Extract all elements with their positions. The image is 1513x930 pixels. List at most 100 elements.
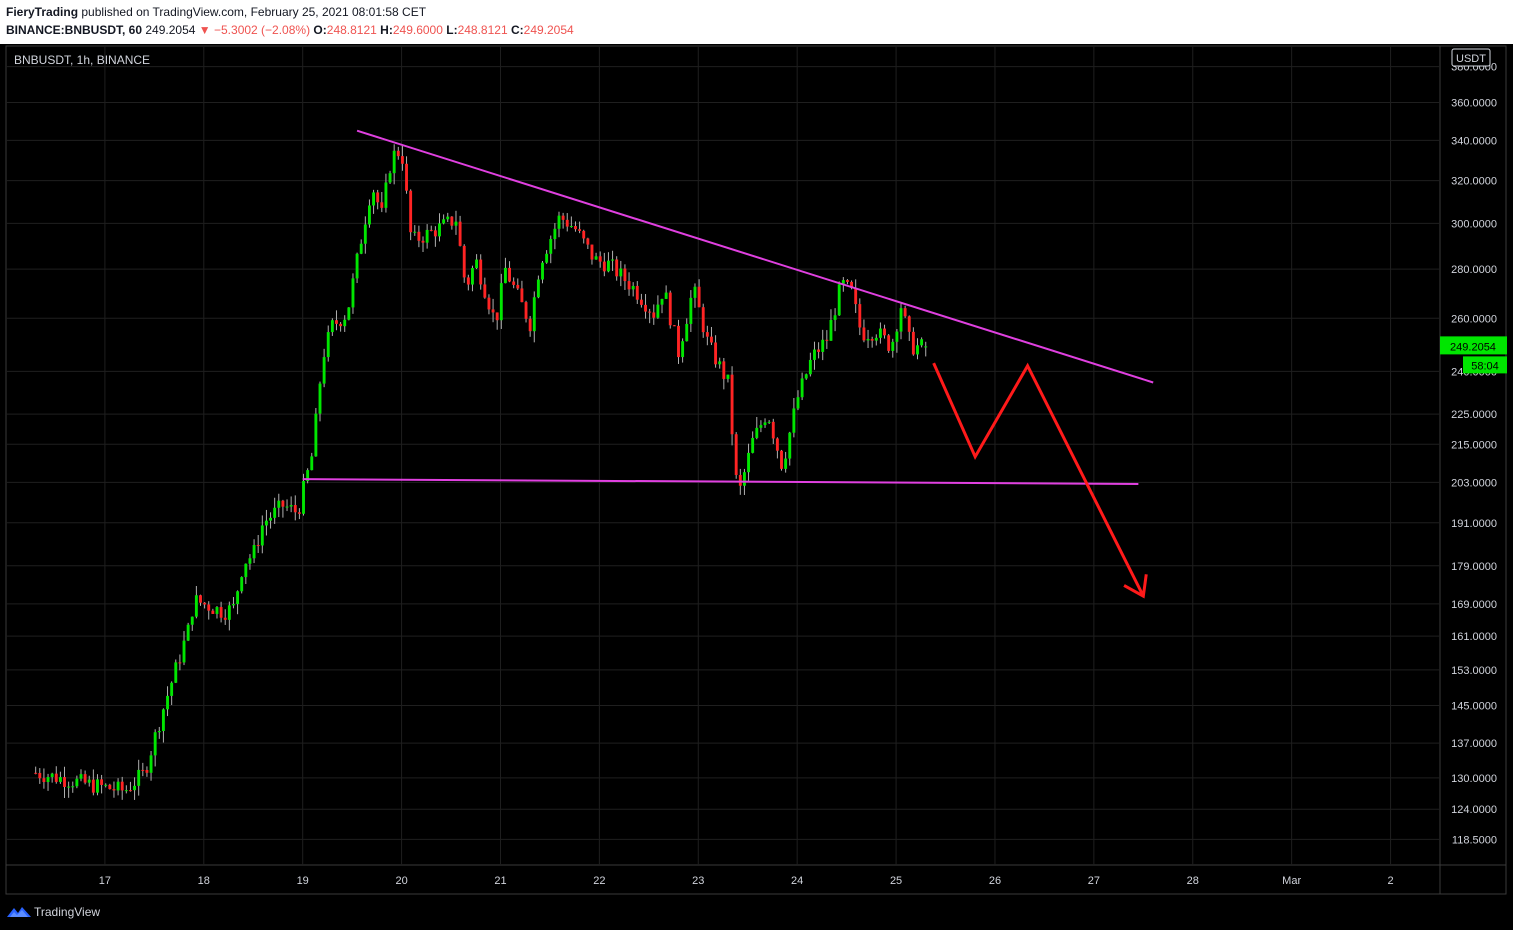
arrow-head-icon xyxy=(1123,574,1148,599)
candle-up xyxy=(726,374,730,379)
author-name[interactable]: FieryTrading xyxy=(6,5,79,19)
chart-frame xyxy=(5,45,1507,895)
candle-up xyxy=(813,349,816,360)
candle-up xyxy=(232,604,235,606)
candle-down xyxy=(705,332,709,337)
candle-down xyxy=(644,304,647,312)
candle-up xyxy=(878,328,882,338)
countdown-badge-text: 58:04 xyxy=(1471,360,1499,372)
candle-up xyxy=(693,286,697,298)
time-tick-label: 21 xyxy=(494,875,506,887)
candle-down xyxy=(38,772,42,779)
candle-up xyxy=(87,779,91,783)
candle-up xyxy=(545,253,549,263)
candle-up xyxy=(438,223,441,237)
tradingview-brand[interactable]: TradingView xyxy=(34,905,101,919)
time-tick-label: 19 xyxy=(297,875,309,887)
tradingview-logo-icon[interactable] xyxy=(6,904,32,920)
candle-up xyxy=(788,432,792,459)
candle-up xyxy=(384,182,388,208)
candle-down xyxy=(738,474,742,486)
currency-badge[interactable] xyxy=(1451,48,1491,67)
candle-up xyxy=(829,319,833,341)
candle-down xyxy=(256,545,260,547)
candle-up xyxy=(124,790,128,792)
candle-down xyxy=(887,335,891,351)
candle-down xyxy=(598,256,602,262)
time-axis[interactable]: 17 18 19 20 21 22 23 24 25 26 27 28 Mar 2 xyxy=(99,875,1394,887)
candle-down xyxy=(297,512,301,514)
candle-up xyxy=(96,779,99,793)
time-tick-label: 17 xyxy=(99,875,111,887)
candle-down xyxy=(421,240,425,243)
candle-down xyxy=(508,267,511,282)
currency-label: USDT xyxy=(1456,53,1486,65)
candle-down xyxy=(780,450,783,469)
candle-down xyxy=(854,288,858,305)
price-tick-label: 300.0000 xyxy=(1451,218,1497,230)
candle-up xyxy=(343,319,347,327)
candle-up xyxy=(194,595,198,617)
candle-up xyxy=(751,437,755,453)
price-chart[interactable]: 380.0000360.0000340.0000320.0000300.0000… xyxy=(0,44,1513,897)
candle-down xyxy=(903,308,907,317)
candle-down xyxy=(574,226,577,230)
publication-header: FieryTrading published on TradingView.co… xyxy=(0,0,1513,44)
candle-up xyxy=(186,624,190,641)
price-badges: 249.2054 58:04 xyxy=(1440,336,1507,374)
candle-up xyxy=(607,260,610,272)
candle-down xyxy=(376,192,380,203)
candle-down xyxy=(775,438,779,451)
candle-up xyxy=(269,517,272,521)
candle-down xyxy=(479,259,483,285)
time-tick-label: 18 xyxy=(198,875,210,887)
price-tick-label: 145.0000 xyxy=(1451,700,1497,712)
candle-down xyxy=(850,281,854,289)
candle-down xyxy=(615,259,619,277)
candle-up xyxy=(137,769,141,786)
candle-up xyxy=(392,150,396,174)
candle-down xyxy=(83,774,87,783)
candle-down xyxy=(858,304,862,328)
candle-up xyxy=(681,341,685,358)
candle-up xyxy=(475,259,479,269)
candle-up xyxy=(763,422,767,426)
candle-down xyxy=(129,790,132,792)
candle-down xyxy=(458,221,462,246)
candle-down xyxy=(145,770,149,773)
candle-up xyxy=(689,297,693,324)
candle-up xyxy=(767,421,771,423)
candle-up xyxy=(104,784,108,786)
candle-down xyxy=(219,607,223,618)
price-axis[interactable]: 380.0000360.0000340.0000320.0000300.0000… xyxy=(1451,62,1497,847)
candle-down xyxy=(91,779,95,793)
candle-up xyxy=(355,253,359,279)
candle-up xyxy=(285,506,289,508)
candle-up xyxy=(116,781,120,791)
candle-up xyxy=(372,192,376,206)
candle-down xyxy=(565,219,569,227)
candle-down xyxy=(825,339,829,341)
candle-up xyxy=(157,731,161,733)
candle-up xyxy=(248,558,252,564)
candle-up xyxy=(895,331,899,342)
price-tick-label: 320.0000 xyxy=(1451,176,1497,188)
price-change: −5.3002 (−2.08%) xyxy=(214,23,311,37)
candle-down xyxy=(178,662,182,664)
candle-up xyxy=(277,500,281,508)
chart-area[interactable]: 380.0000 360.0000 340.0000 320.0000 300.0000… xyxy=(0,44,1513,897)
candle-up xyxy=(46,777,50,783)
candle-up xyxy=(664,292,668,299)
candle-up xyxy=(425,229,429,243)
price-tick-label: 161.0000 xyxy=(1451,631,1497,643)
candle-up xyxy=(924,346,928,348)
candle-up xyxy=(685,323,689,342)
candle-down xyxy=(450,216,454,226)
last-price-badge-text: 249.2054 xyxy=(1450,341,1496,353)
candle-up xyxy=(784,458,788,469)
candle-up xyxy=(471,268,474,285)
price-tick-label: 260.0000 xyxy=(1451,313,1497,325)
candle-up xyxy=(306,470,310,482)
candle-up xyxy=(260,525,264,546)
candle-up xyxy=(821,339,825,352)
